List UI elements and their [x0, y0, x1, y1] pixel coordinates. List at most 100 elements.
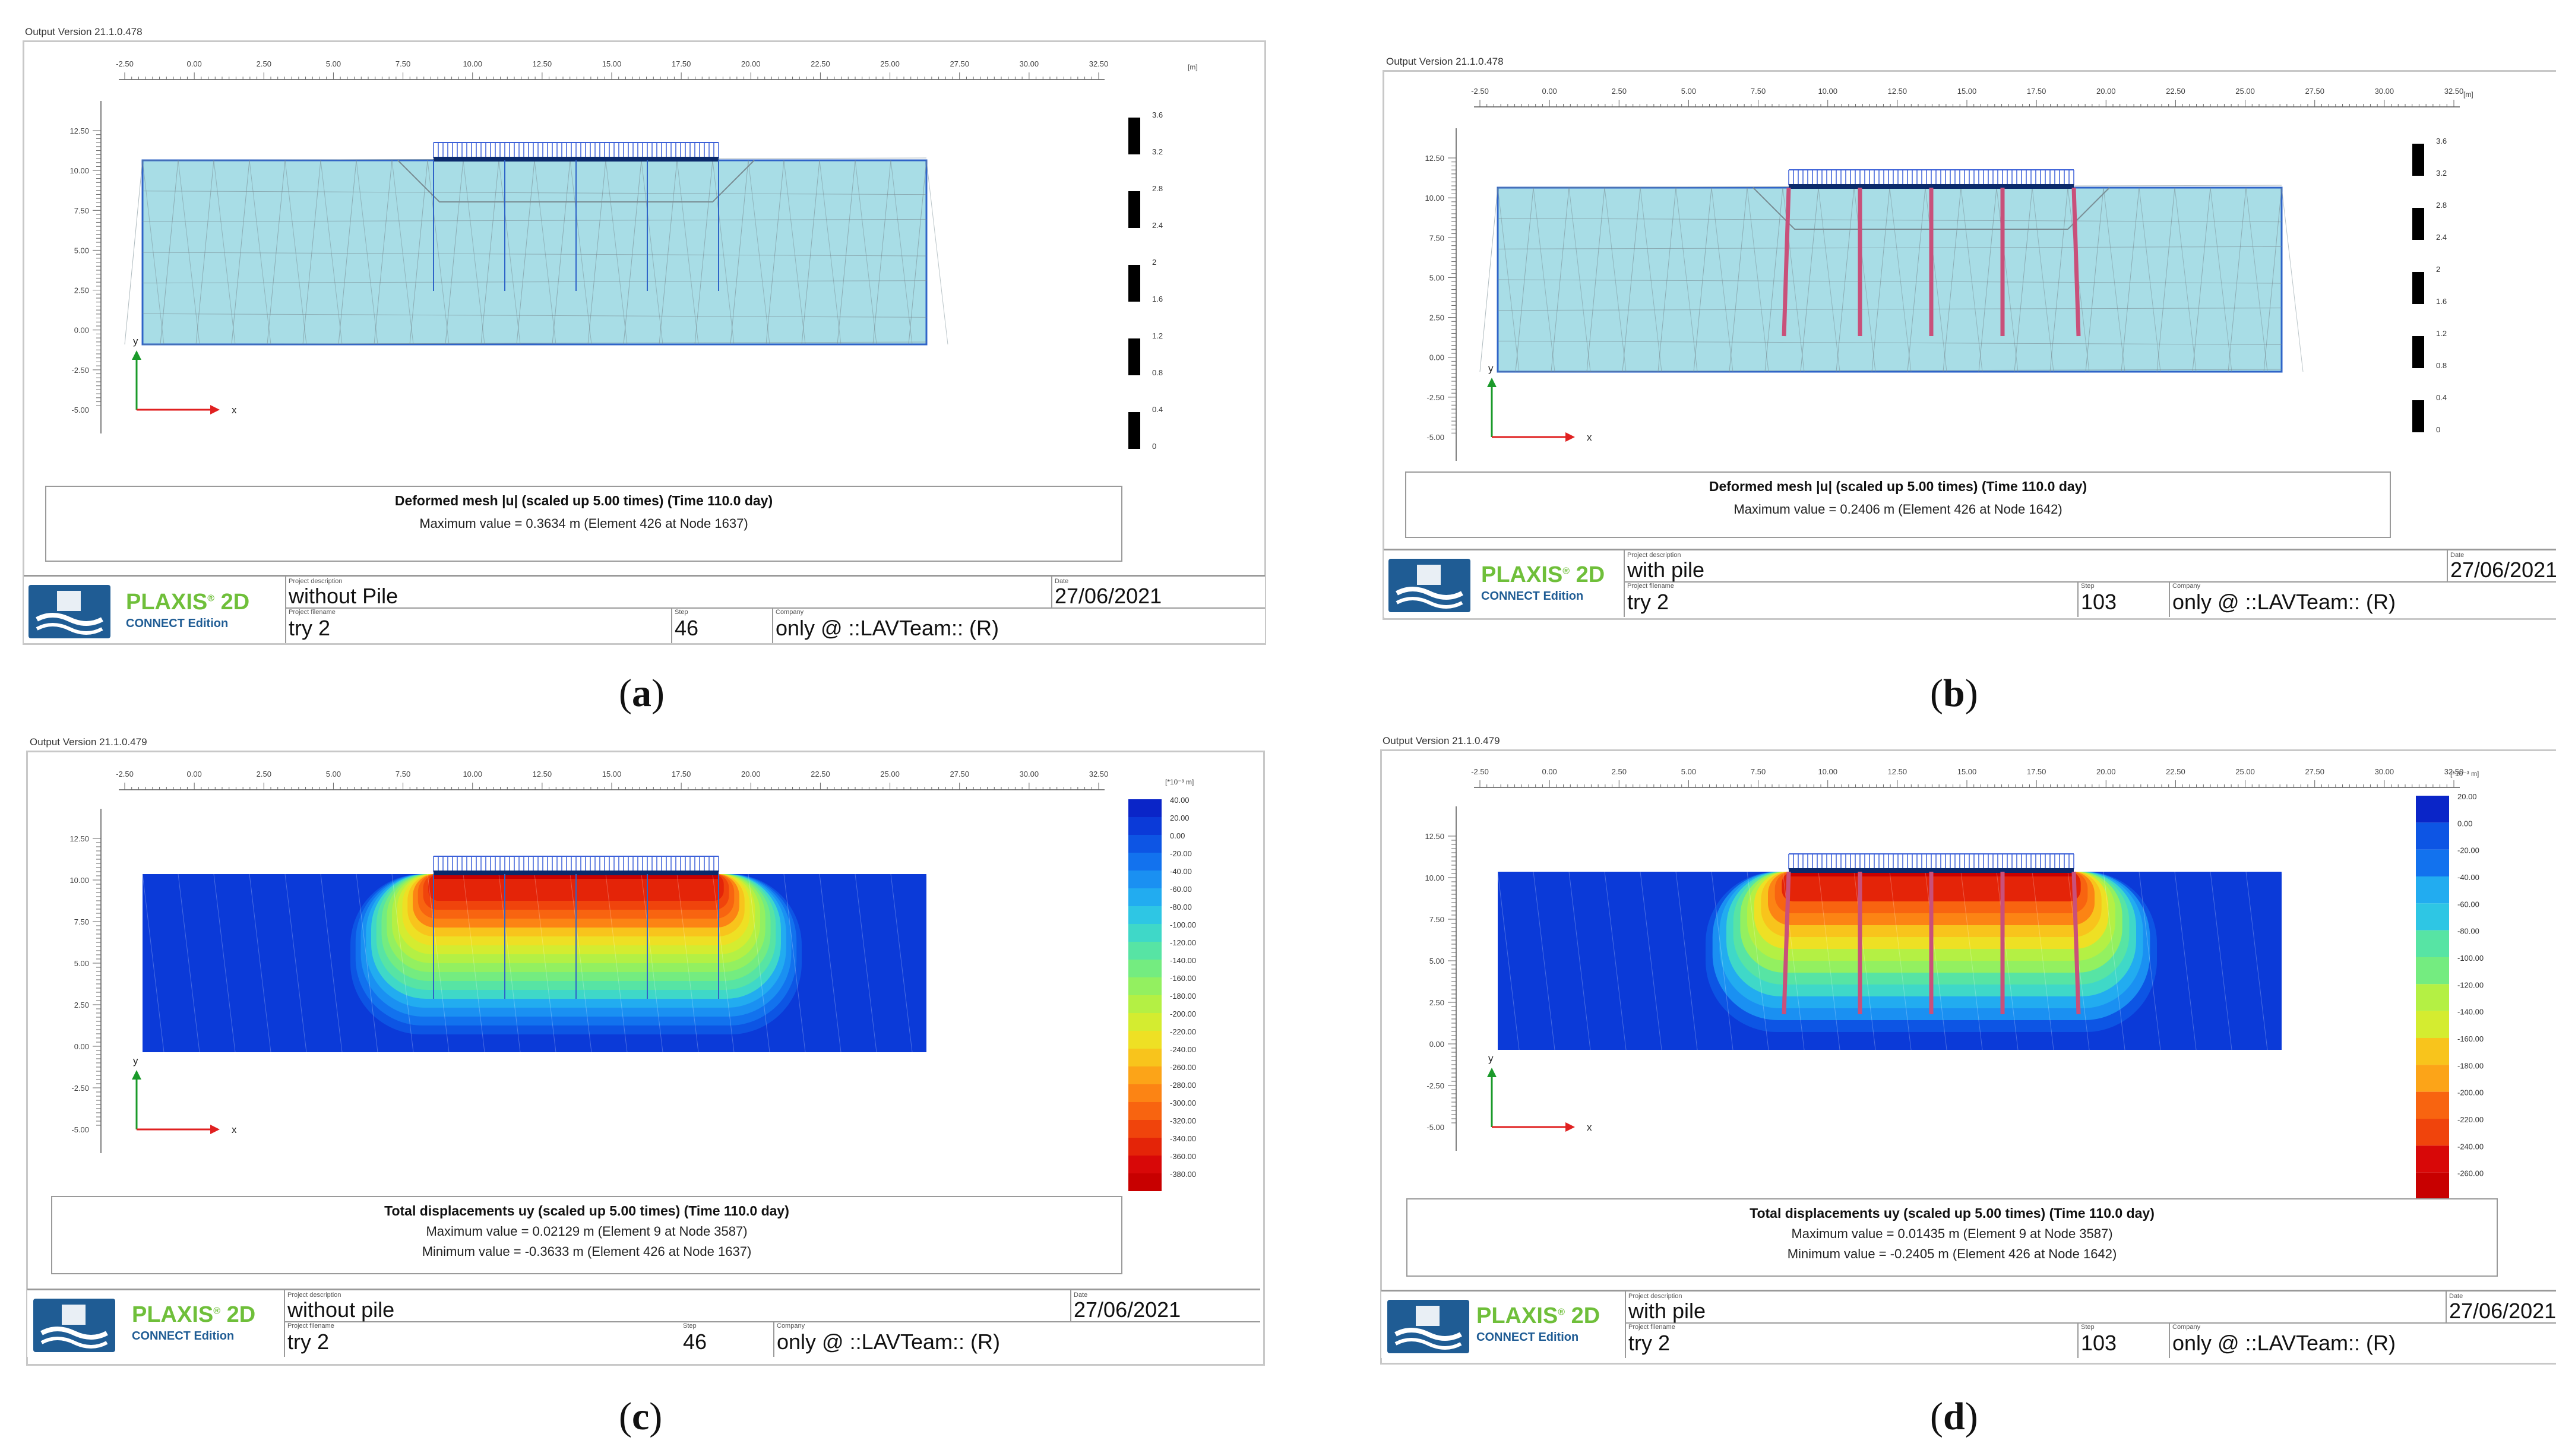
y-arrowhead [132, 1070, 141, 1080]
panel-d: Output Version 21.1.0.479 -2.50 0.00 2.50 5… [1278, 728, 2556, 1456]
output-version: Output Version 21.1.0.478 [1386, 56, 1504, 67]
legend-swatch [1128, 1173, 1162, 1191]
ruler-tick-label: 25.00 [2235, 87, 2255, 96]
mesh-line [498, 873, 521, 1053]
y-axis-label: y [133, 335, 138, 347]
mesh-line [2049, 187, 2068, 372]
logo-name: PLAXIS [126, 590, 208, 615]
mesh-line [284, 873, 307, 1053]
description-label: Project description [1628, 1293, 1682, 1300]
mesh-line [2032, 187, 2054, 372]
caption-title: Total displacements uy (scaled up 5.00 t… [1750, 1205, 2155, 1221]
legend-segment [1128, 338, 1140, 375]
mesh-line [1640, 187, 1662, 372]
mesh-line [2174, 187, 2197, 372]
caption-line: Maximum value = 0.3634 m (Element 426 at… [419, 516, 748, 531]
ruler-tick-label: 7.50 [396, 59, 410, 68]
mesh-line [1853, 871, 1876, 1050]
y-ruler-label: 10.00 [69, 166, 89, 175]
mesh-line [2121, 187, 2140, 372]
mesh-line [1925, 871, 1947, 1050]
ruler-tick-label: 27.50 [2305, 767, 2324, 776]
y-ruler-label: 7.50 [74, 206, 89, 215]
legend-swatch [1128, 1031, 1162, 1049]
legend-label: 3.6 [1152, 110, 1163, 119]
mesh-line [1604, 871, 1627, 1050]
caption-line: Minimum value = -0.2405 m (Element 426 a… [1787, 1246, 2117, 1261]
y-ruler-label: 12.50 [1425, 154, 1444, 163]
mesh-line [1943, 187, 1962, 372]
raft-foundation [434, 871, 719, 875]
ruler-tick-label: 5.00 [1681, 87, 1696, 96]
mesh-line [783, 873, 806, 1053]
mesh-line [2263, 187, 2282, 372]
ruler-tick-label: 25.00 [880, 59, 900, 68]
ruler-tick-label: 17.50 [672, 59, 691, 68]
ruler-tick-label: 2.50 [257, 770, 271, 778]
y-ruler-label: 7.50 [74, 917, 89, 926]
legend-label: 2 [1152, 258, 1156, 267]
legend-segment [1128, 412, 1140, 449]
ruler-tick-label: 0.00 [1542, 767, 1557, 776]
panel-c: Output Version 21.1.0.479 -2.50 0.00 2.50 5… [0, 728, 1278, 1456]
legend-swatch [2416, 1119, 2449, 1146]
mesh-line [374, 160, 393, 345]
y-arrowhead [132, 350, 141, 360]
legend-swatch [1128, 960, 1162, 977]
legend-swatch [2416, 822, 2449, 850]
mesh-line [1818, 871, 1840, 1050]
mesh-line [356, 160, 378, 345]
legend-label: -140.00 [1170, 956, 1196, 965]
mesh-line [1960, 871, 1983, 1050]
legend-swatch [2416, 957, 2449, 985]
y-ruler-label: 10.00 [1425, 873, 1444, 882]
mesh-line [142, 160, 165, 345]
mesh-line [712, 873, 735, 1053]
ruler-tick-label: 32.50 [2444, 767, 2464, 776]
legend-label: -240.00 [2457, 1142, 2484, 1151]
y-ruler-label: 5.00 [1429, 273, 1444, 282]
legend-label: 1.6 [2436, 297, 2447, 306]
y-ruler-label: 2.50 [1429, 998, 1444, 1007]
legend-swatch [1128, 1156, 1162, 1173]
mesh-line [2245, 187, 2268, 372]
legend-label: -260.00 [2457, 1169, 2484, 1178]
mesh-line [1640, 871, 1662, 1050]
legend-segment [1128, 118, 1140, 154]
ruler-tick-label: 20.00 [741, 59, 761, 68]
mesh-line [427, 160, 450, 345]
legend-label: -200.00 [2457, 1088, 2484, 1097]
date-label: Date [2450, 552, 2465, 559]
caption-title: Deformed mesh |u| (scaled up 5.00 times)… [394, 493, 773, 508]
mesh-line [534, 160, 556, 345]
y-arrowhead [1487, 378, 1497, 387]
logo-2d: 2D [214, 590, 250, 615]
logo-title: PLAXIS® 2D [1481, 562, 1605, 588]
mesh-line [249, 873, 271, 1053]
x-arrowhead [210, 1125, 220, 1134]
caption-line: Maximum value = 0.2406 m (Element 426 at… [1733, 502, 2062, 517]
company-value: only @ ::LAVTeam:: (R) [2172, 1331, 2396, 1355]
mesh-line [605, 873, 628, 1053]
legend-label: 0.4 [2436, 393, 2447, 402]
ruler-tick-label: 22.50 [2166, 767, 2185, 776]
filename-label: Project filename [289, 609, 336, 616]
step-label: Step [683, 1322, 697, 1330]
mesh-line [1604, 187, 1627, 372]
subcaption: (b) [1930, 672, 1978, 715]
mesh-line [1533, 187, 1555, 372]
project-filename: try 2 [289, 616, 331, 640]
logo-name: PLAXIS [1481, 562, 1563, 587]
mesh-line [409, 160, 428, 345]
mesh-line [178, 873, 200, 1053]
legend-label: 20.00 [2457, 792, 2477, 801]
legend-swatch [2416, 1065, 2449, 1092]
mesh-line [2245, 871, 2268, 1050]
legend-label: 2 [2436, 265, 2440, 274]
y-ruler-label: 12.50 [69, 834, 89, 843]
legend-swatch [2416, 1172, 2449, 1199]
ruler-tick-label: 17.50 [2027, 767, 2046, 776]
mesh-line [320, 160, 343, 345]
mesh-line [2139, 187, 2161, 372]
legend-label: -220.00 [2457, 1115, 2484, 1124]
